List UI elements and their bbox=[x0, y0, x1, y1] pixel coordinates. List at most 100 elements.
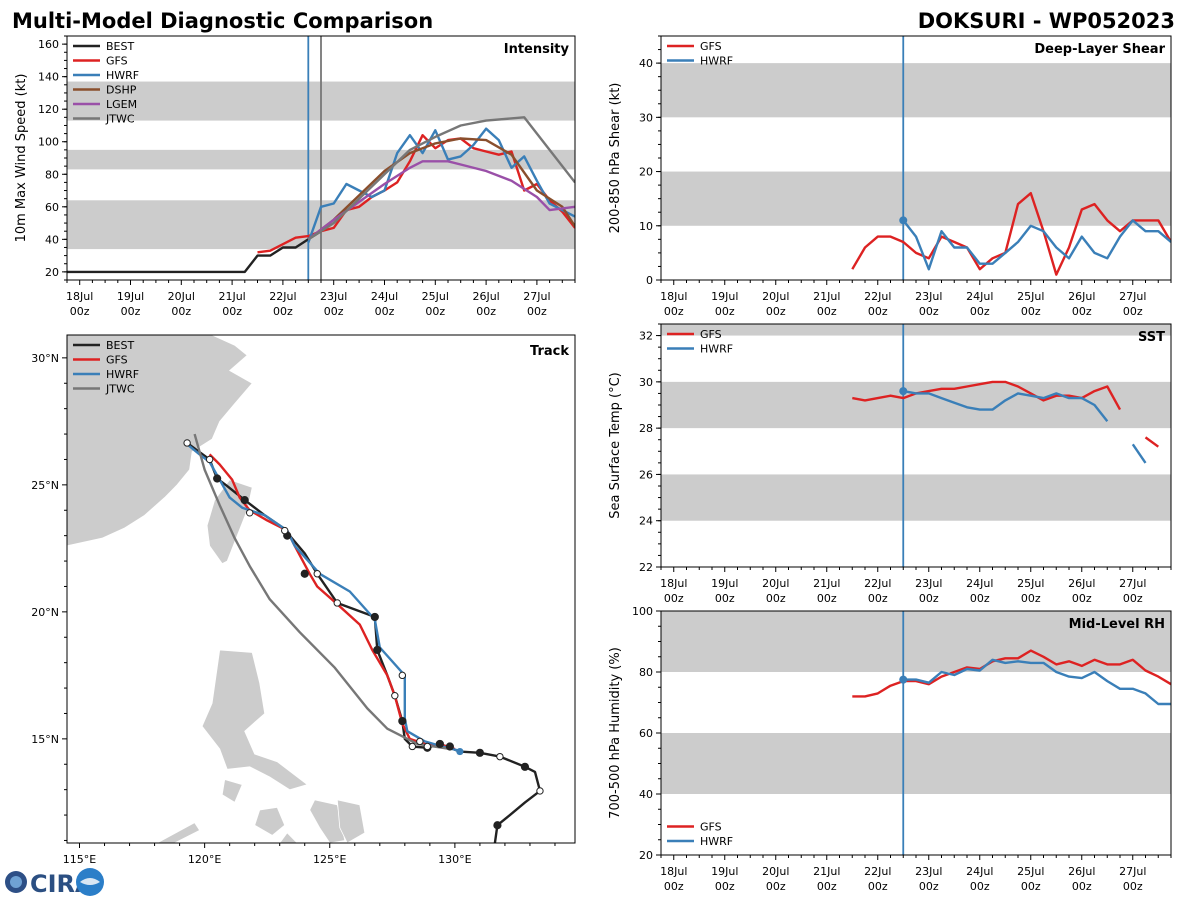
intensity-x-tick-day: 23Jul bbox=[320, 290, 347, 303]
rh-x-tick-day: 22Jul bbox=[864, 865, 891, 878]
track-legend-label-hwrf: HWRF bbox=[106, 368, 139, 381]
sst-frame bbox=[660, 323, 1172, 568]
sst-x-tick-hour: 00z bbox=[1072, 592, 1092, 605]
shear-y-tick-label: 0 bbox=[646, 274, 653, 287]
intensity-y-tick-label: 20 bbox=[45, 266, 59, 279]
intensity-x-tick-hour: 00z bbox=[425, 305, 445, 318]
track-panel-label: Track bbox=[530, 344, 569, 359]
track-land bbox=[221, 778, 243, 803]
track-best-point bbox=[240, 496, 249, 505]
shear-x-tick-hour: 00z bbox=[1021, 305, 1041, 318]
sst-x-tick-hour: 00z bbox=[1123, 592, 1143, 605]
rh-x-tick-hour: 00z bbox=[766, 880, 786, 893]
sst-x-tick-day: 26Jul bbox=[1068, 577, 1095, 590]
rh-panel-label: Mid-Level RH bbox=[1069, 617, 1165, 632]
intensity-series-dshp bbox=[307, 137, 575, 241]
rh-x-tick-day: 24Jul bbox=[966, 865, 993, 878]
shear-x-tick-day: 21Jul bbox=[813, 290, 840, 303]
sst-panel-label: SST bbox=[1138, 330, 1165, 345]
shear-x-tick-day: 19Jul bbox=[711, 290, 738, 303]
rh-band bbox=[661, 733, 1171, 794]
track-best-open-point bbox=[333, 599, 341, 607]
intensity-x-tick-day: 20Jul bbox=[168, 290, 195, 303]
shear-band bbox=[661, 63, 1171, 118]
rh-x-tick-day: 19Jul bbox=[711, 865, 738, 878]
track-land bbox=[156, 822, 201, 843]
shear-panel-label: Deep-Layer Shear bbox=[1034, 42, 1165, 57]
track-lat-tick-label: 25°N bbox=[31, 479, 59, 492]
shear-x-tick-hour: 00z bbox=[868, 305, 888, 318]
sst-y-tick-label: 24 bbox=[639, 515, 653, 528]
sst-y-tick-label: 30 bbox=[639, 376, 653, 389]
intensity-legend-label-lgem: LGEM bbox=[106, 98, 137, 111]
shear-x-tick-day: 20Jul bbox=[762, 290, 789, 303]
intensity-legend-label-jtwc: JTWC bbox=[105, 113, 135, 126]
intensity-y-tick-label: 120 bbox=[38, 103, 59, 116]
sst-series-hwrf bbox=[1131, 443, 1147, 464]
track-best-open-point bbox=[245, 509, 254, 517]
rh-x-tick-hour: 00z bbox=[1123, 880, 1143, 893]
track-best-point bbox=[213, 474, 222, 483]
rh-init-marker bbox=[899, 675, 908, 684]
shear-series-group bbox=[851, 192, 1171, 276]
shear-x-tick-hour: 00z bbox=[715, 305, 735, 318]
track-best-point bbox=[370, 612, 379, 622]
sst-x-tick-day: 23Jul bbox=[915, 577, 942, 590]
rh-x-tick-day: 26Jul bbox=[1068, 865, 1095, 878]
rh-panel: 18Jul 00z 19Jul 00z 20Jul 00z 21Jul 00z 22Jul 00z… bbox=[608, 605, 1172, 893]
sst-y-tick-label: 22 bbox=[639, 561, 653, 574]
track-best-open-point bbox=[398, 671, 407, 680]
rh-x-tick-day: 27Jul bbox=[1119, 865, 1146, 878]
sst-y-axis-label: Sea Surface Temp (°C) bbox=[608, 372, 623, 519]
sst-legend-label-gfs: GFS bbox=[700, 328, 722, 341]
intensity-x-tick-hour: 00z bbox=[527, 305, 547, 318]
rh-y-tick-label: 20 bbox=[639, 849, 653, 862]
sst-x-tick-hour: 00z bbox=[970, 592, 990, 605]
shear-y-tick-label: 20 bbox=[639, 166, 653, 179]
intensity-series-lgem bbox=[307, 160, 575, 241]
intensity-x-tick-hour: 00z bbox=[70, 305, 90, 318]
track-lon-tick-label: 125°E bbox=[313, 853, 346, 866]
intensity-y-axis-label: 10m Max Wind Speed (kt) bbox=[14, 74, 29, 243]
track-best-point bbox=[475, 748, 485, 757]
shear-x-tick-hour: 00z bbox=[817, 305, 837, 318]
sst-x-tick-day: 19Jul bbox=[711, 577, 738, 590]
sst-series-hwrf bbox=[903, 389, 1109, 422]
rh-x-tick-hour: 00z bbox=[919, 880, 939, 893]
rh-x-tick-hour: 00z bbox=[1021, 880, 1041, 893]
figure-title: Multi-Model Diagnostic Comparison bbox=[12, 9, 433, 33]
intensity-y-tick-label: 160 bbox=[38, 38, 59, 51]
track-lon-tick-label: 130°E bbox=[438, 853, 471, 866]
track-land bbox=[201, 649, 309, 791]
shear-x-tick-hour: 00z bbox=[919, 305, 939, 318]
track-best-open-point bbox=[183, 439, 191, 447]
shear-init-marker bbox=[899, 216, 908, 225]
intensity-x-tick-hour: 00z bbox=[222, 305, 242, 318]
shear-y-tick-label: 30 bbox=[639, 111, 653, 124]
rh-x-tick-hour: 00z bbox=[1072, 880, 1092, 893]
rh-y-tick-label: 60 bbox=[639, 727, 653, 740]
track-lat-tick-label: 30°N bbox=[31, 352, 59, 365]
intensity-y-tick-label: 80 bbox=[45, 168, 59, 181]
sst-series-group bbox=[852, 380, 1160, 464]
sst-band bbox=[661, 474, 1171, 521]
sst-x-tick-day: 27Jul bbox=[1119, 577, 1146, 590]
track-paths-group bbox=[183, 433, 544, 843]
track-best-point bbox=[398, 716, 407, 726]
sst-y-tick-label: 32 bbox=[639, 330, 653, 343]
shear-x-tick-day: 24Jul bbox=[966, 290, 993, 303]
shear-panel: 18Jul 00z 19Jul 00z 20Jul 00z 21Jul 00z 22Jul 00z… bbox=[608, 35, 1172, 318]
track-best-open-point bbox=[423, 742, 432, 751]
rh-y-tick-label: 100 bbox=[632, 605, 653, 618]
shear-series-gfs bbox=[851, 192, 1171, 276]
shear-x-tick-day: 27Jul bbox=[1119, 290, 1146, 303]
intensity-x-tick-day: 18Jul bbox=[66, 290, 93, 303]
shear-x-tick-day: 26Jul bbox=[1068, 290, 1095, 303]
sst-x-tick-hour: 00z bbox=[868, 592, 888, 605]
intensity-y-tick-label: 140 bbox=[38, 71, 59, 84]
intensity-x-tick-day: 24Jul bbox=[371, 290, 398, 303]
track-best-point bbox=[435, 739, 444, 749]
sst-init-marker bbox=[899, 387, 908, 396]
track-frame bbox=[66, 334, 576, 844]
